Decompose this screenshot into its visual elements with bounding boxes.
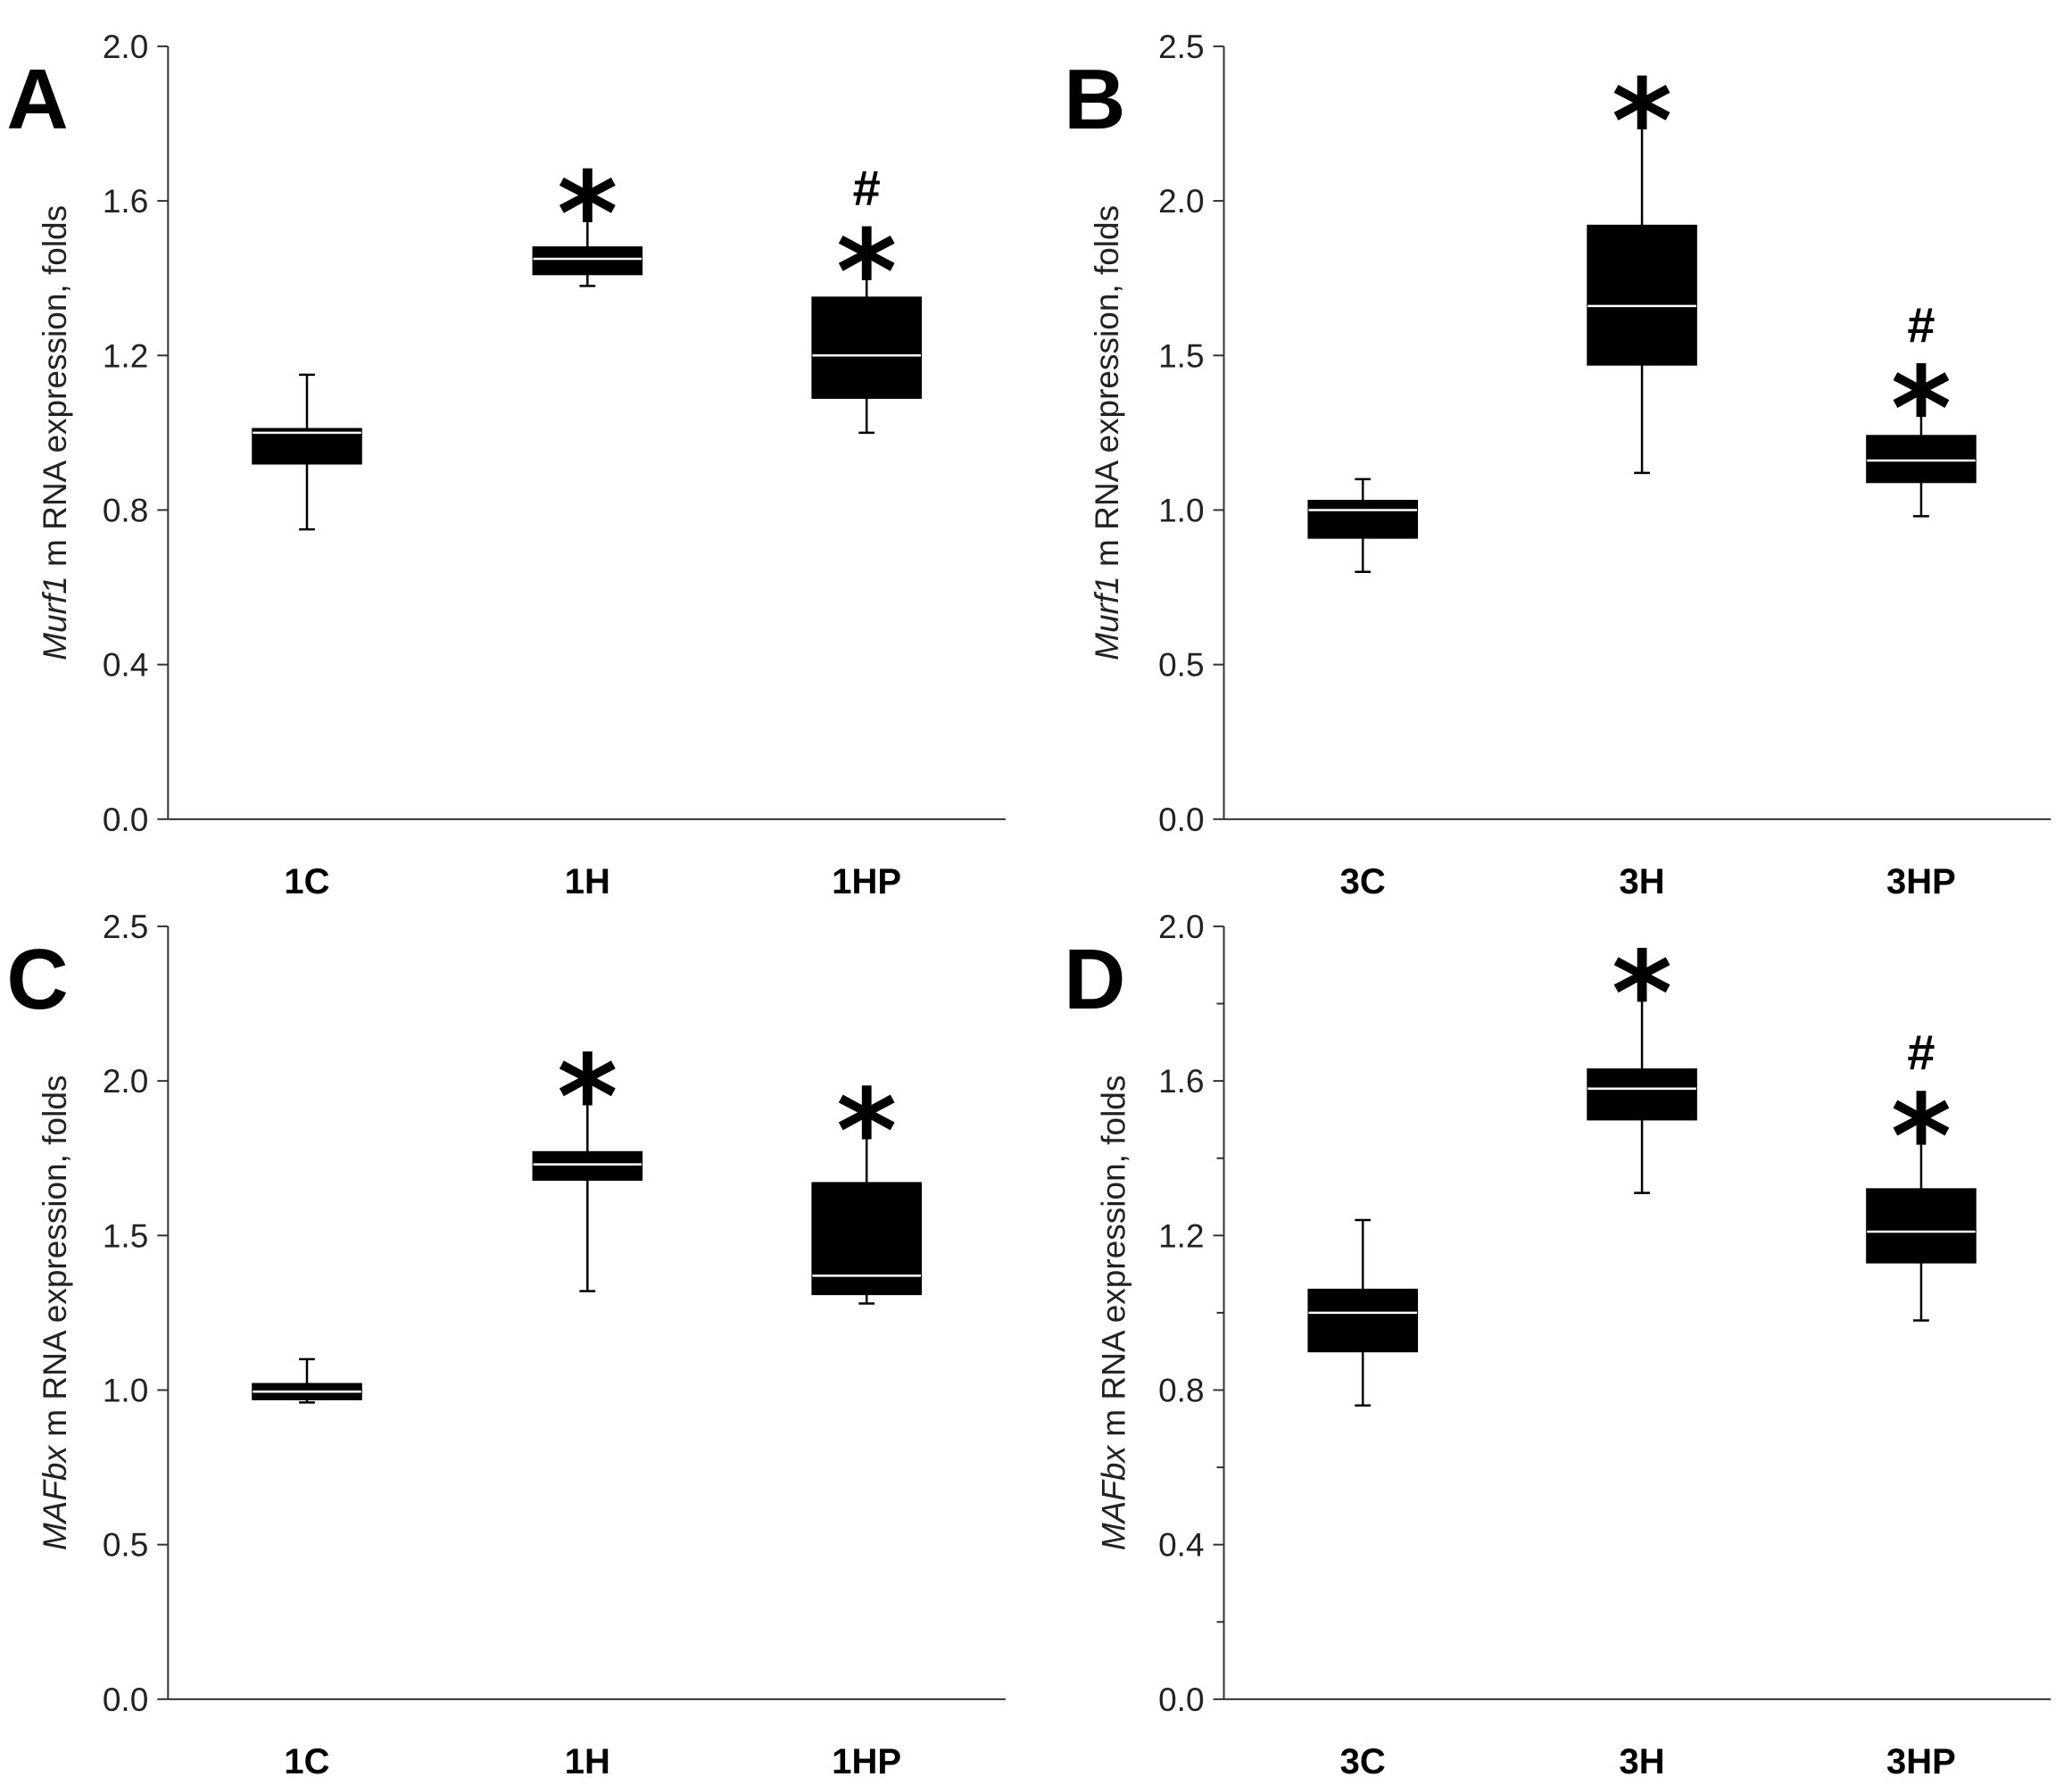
panel-b-y-axis-label-text: m RNA expression, folds bbox=[1089, 205, 1125, 576]
significance-hash: # bbox=[853, 160, 881, 216]
panel-c-y-tick-label: 1.0 bbox=[103, 1372, 148, 1408]
panel-b-y-tick-label: 1.5 bbox=[1158, 337, 1204, 374]
panel-a-x-tick-label: 1C bbox=[284, 862, 329, 901]
box-iqr bbox=[532, 246, 643, 276]
significance-star: * bbox=[1612, 926, 1672, 1062]
panel-d-y-tick-label: 0.0 bbox=[1158, 1681, 1204, 1718]
panel-a: 0.0 0.4 0.8 1.2 1.6 2.0 Murf1 m RNA expression… bbox=[6, 29, 1006, 901]
box-iqr bbox=[1587, 224, 1697, 366]
significance-star: * bbox=[557, 1030, 617, 1166]
panel-c-y-tick-label: 2.0 bbox=[103, 1063, 148, 1100]
panel-a-y-tick-label: 0.8 bbox=[103, 492, 148, 528]
panel-c-y-tick-label: 0.0 bbox=[103, 1681, 148, 1718]
panel-d-y-tick-label: 0.4 bbox=[1158, 1527, 1204, 1564]
panel-d-y-tick-label: 2.0 bbox=[1158, 909, 1204, 945]
significance-star: * bbox=[557, 146, 617, 282]
panel-b-letter: B bbox=[1064, 52, 1125, 147]
panel-d: 0.0 0.4 0.8 1.2 1.6 2.0 MAFbx m RNA expression… bbox=[1064, 909, 2051, 1781]
panel-a-y-axis-label-gene: Murf1 bbox=[37, 576, 73, 660]
significance-star: * bbox=[836, 204, 897, 340]
panel-d-y-axis-label: MAFbx m RNA expression, folds bbox=[1095, 1075, 1131, 1551]
panel-b-y-tick-label: 2.5 bbox=[1158, 29, 1204, 65]
panel-c-y-tick-label: 2.5 bbox=[103, 909, 148, 945]
panel-a-x-tick-label: 1H bbox=[565, 862, 610, 901]
panel-b-x-tick-label: 3C bbox=[1340, 862, 1386, 901]
panel-d-x-tick-label: 3HP bbox=[1886, 1742, 1956, 1781]
panel-d-box-3c bbox=[1307, 1218, 1419, 1407]
panel-a-y-tick-label: 0.4 bbox=[103, 647, 148, 684]
panel-a-y-axis-label: Murf1 m RNA expression, folds bbox=[37, 205, 73, 660]
box-iqr bbox=[811, 1182, 923, 1296]
box-iqr bbox=[1307, 500, 1419, 539]
panel-d-y-axis-label-gene: MAFbx bbox=[1095, 1445, 1131, 1551]
panel-b-x-tick-label: 3H bbox=[1620, 862, 1665, 901]
panel-c-y-tick-label: 0.5 bbox=[103, 1527, 148, 1564]
significance-hash: # bbox=[1907, 1025, 1935, 1081]
panel-c-box-1hp: * bbox=[811, 1064, 923, 1305]
panel-c-y-tick-label: 1.5 bbox=[103, 1217, 148, 1254]
panel-b-x-tick-label: 3HP bbox=[1886, 862, 1956, 901]
panel-a-y-tick-label: 1.2 bbox=[103, 337, 148, 374]
panel-b: 0.0 0.5 1.0 1.5 2.0 2.5 Murf1 m RNA expression… bbox=[1064, 29, 2051, 901]
significance-star: * bbox=[836, 1064, 897, 1200]
panel-d-x-tick-label: 3H bbox=[1620, 1742, 1665, 1781]
panel-d-y-tick-label: 1.2 bbox=[1158, 1217, 1204, 1254]
panel-d-box-3hp: *# bbox=[1866, 1025, 1977, 1322]
panel-c-x-tick-label: 1H bbox=[565, 1742, 610, 1781]
box-iqr bbox=[252, 428, 362, 465]
box-iqr bbox=[532, 1150, 643, 1181]
panel-a-box-1h: * bbox=[532, 146, 643, 287]
panel-b-y-tick-label: 0.5 bbox=[1158, 647, 1204, 684]
panel-b-y-axis-label: Murf1 m RNA expression, folds bbox=[1089, 205, 1125, 660]
panel-b-y-tick-label: 2.0 bbox=[1158, 183, 1204, 220]
panel-c-letter: C bbox=[6, 932, 68, 1027]
panel-b-y-tick-label: 0.0 bbox=[1158, 801, 1204, 838]
panel-c-y-axis-label: MAFbx m RNA expression, folds bbox=[37, 1075, 73, 1551]
box-iqr bbox=[1587, 1068, 1697, 1121]
significance-star: * bbox=[1612, 54, 1672, 189]
panel-b-box-3hp: *# bbox=[1866, 296, 1977, 518]
panel-c-box-1h: * bbox=[532, 1030, 643, 1292]
panel-b-box-3c bbox=[1307, 477, 1419, 573]
box-iqr bbox=[1866, 435, 1977, 484]
panel-c-box-1c bbox=[252, 1357, 362, 1404]
panel-d-box-3h: * bbox=[1587, 926, 1697, 1194]
panel-a-y-tick-label: 1.6 bbox=[103, 183, 148, 220]
panel-a-y-tick-label: 0.0 bbox=[103, 801, 148, 838]
panel-a-x-tick-label: 1HP bbox=[832, 862, 901, 901]
panel-a-box-1hp: *# bbox=[811, 160, 923, 435]
panel-a-box-1c bbox=[252, 373, 362, 531]
panel-a-y-tick-label: 2.0 bbox=[103, 29, 148, 65]
box-iqr bbox=[1866, 1188, 1977, 1264]
panel-c-x-tick-label: 1HP bbox=[832, 1742, 901, 1781]
panel-b-y-axis-label-gene: Murf1 bbox=[1089, 576, 1125, 660]
significance-star: * bbox=[1891, 341, 1952, 477]
panel-b-box-3h: * bbox=[1587, 54, 1697, 475]
panel-a-letter: A bbox=[6, 52, 68, 147]
panel-d-y-axis-label-text: m RNA expression, folds bbox=[1095, 1075, 1131, 1446]
box-iqr bbox=[811, 296, 923, 399]
panel-c: 0.0 0.5 1.0 1.5 2.0 2.5 MAFbx m RNA expression… bbox=[6, 909, 1006, 1781]
panel-c-y-axis-label-gene: MAFbx bbox=[37, 1445, 73, 1551]
panel-d-y-tick-label: 1.6 bbox=[1158, 1063, 1204, 1100]
panel-d-letter: D bbox=[1064, 932, 1125, 1027]
panel-c-x-tick-label: 1C bbox=[284, 1742, 329, 1781]
significance-hash: # bbox=[1907, 296, 1935, 353]
panel-b-y-tick-label: 1.0 bbox=[1158, 492, 1204, 528]
panel-c-y-axis-label-text: m RNA expression, folds bbox=[37, 1075, 73, 1446]
box-iqr bbox=[1307, 1288, 1419, 1353]
panel-d-x-tick-label: 3C bbox=[1340, 1742, 1386, 1781]
panel-d-y-tick-label: 0.8 bbox=[1158, 1372, 1204, 1408]
significance-star: * bbox=[1891, 1069, 1952, 1205]
panel-a-y-axis-label-text: m RNA expression, folds bbox=[37, 205, 73, 576]
